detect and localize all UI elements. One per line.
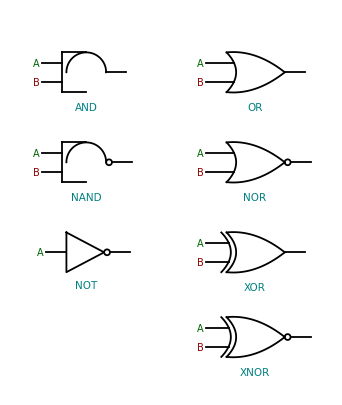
Text: XOR: XOR <box>244 282 266 292</box>
Text: A: A <box>197 238 204 248</box>
Text: A: A <box>33 148 40 158</box>
Text: A: A <box>197 59 204 68</box>
Text: A: A <box>37 248 44 258</box>
Text: NOT: NOT <box>75 280 97 290</box>
Text: B: B <box>197 342 204 352</box>
Text: NOR: NOR <box>243 192 266 202</box>
Text: A: A <box>197 323 204 333</box>
Text: A: A <box>33 59 40 68</box>
Text: XNOR: XNOR <box>239 367 270 377</box>
Text: A: A <box>197 148 204 158</box>
Text: B: B <box>197 78 204 87</box>
Text: B: B <box>33 78 40 87</box>
Text: B: B <box>33 167 40 177</box>
Text: AND: AND <box>75 102 98 113</box>
Text: OR: OR <box>247 102 262 113</box>
Text: B: B <box>197 167 204 177</box>
Text: B: B <box>197 257 204 267</box>
Text: NAND: NAND <box>71 192 102 202</box>
